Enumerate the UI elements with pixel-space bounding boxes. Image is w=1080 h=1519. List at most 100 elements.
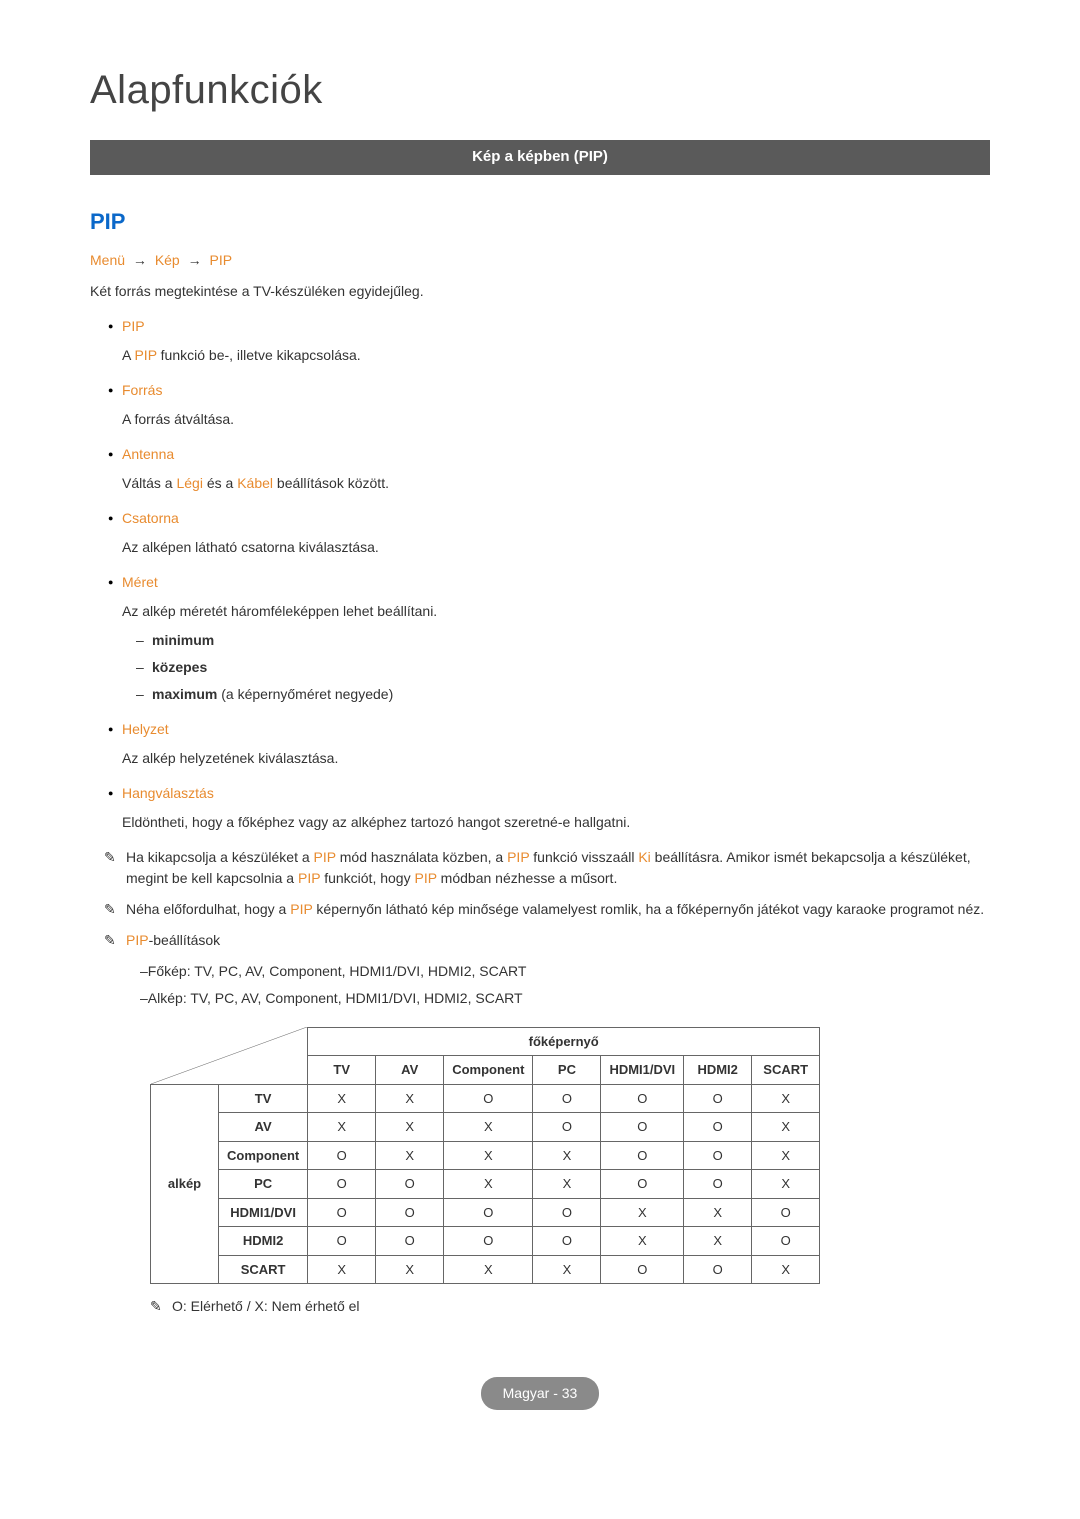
sublist-item: –közepes <box>136 657 990 678</box>
table-cell: X <box>601 1198 684 1227</box>
table-cell: O <box>308 1170 376 1199</box>
note-1: ✎ Ha kikapcsolja a készüléket a PIP mód … <box>104 847 990 889</box>
table-cell: O <box>601 1141 684 1170</box>
note-1-text: Ha kikapcsolja a készüléket a PIP mód ha… <box>126 847 990 889</box>
table-cell: X <box>752 1084 820 1113</box>
table-row-header: Component <box>219 1141 308 1170</box>
table-row: ComponentOXXXOOX <box>151 1141 820 1170</box>
feature-item: Helyzet Az alkép helyzetének kiválasztása… <box>108 719 990 769</box>
table-cell: X <box>308 1084 376 1113</box>
breadcrumb-sep: → <box>133 252 147 268</box>
table-cell: O <box>376 1198 444 1227</box>
table-col-header: PC <box>533 1056 601 1085</box>
feature-label: Csatorna <box>122 510 179 526</box>
section-bar: Kép a képben (PIP) <box>90 140 990 175</box>
table-cell: O <box>684 1141 752 1170</box>
feature-label: Antenna <box>122 446 174 462</box>
table-cell: X <box>752 1255 820 1284</box>
breadcrumb-menu: Menü <box>90 252 125 268</box>
table-col-header: HDMI2 <box>684 1056 752 1085</box>
legend-text: O: Elérhető / X: Nem érhető el <box>172 1296 360 1317</box>
table-cell: O <box>533 1227 601 1256</box>
table-cell: O <box>376 1227 444 1256</box>
table-cell: X <box>601 1227 684 1256</box>
table-cell: X <box>376 1255 444 1284</box>
feature-desc: Az alkép helyzetének kiválasztása. <box>122 748 990 769</box>
table-row: HDMI2OOOOXXO <box>151 1227 820 1256</box>
table-row: SCARTXXXXOOX <box>151 1255 820 1284</box>
table-cell: X <box>752 1141 820 1170</box>
table-cell: O <box>444 1227 533 1256</box>
table-col-header: TV <box>308 1056 376 1085</box>
pip-heading: PIP <box>90 205 990 238</box>
table-cell: O <box>752 1198 820 1227</box>
feature-label: Hangválasztás <box>122 785 214 801</box>
notes-block: ✎ Ha kikapcsolja a készüléket a PIP mód … <box>104 847 990 1009</box>
table-cell: X <box>533 1141 601 1170</box>
table-cell: X <box>444 1113 533 1142</box>
feature-desc: Váltás a Légi és a Kábel beállítások köz… <box>122 473 990 494</box>
compatibility-table: főképernyőTVAVComponentPCHDMI1/DVIHDMI2S… <box>150 1027 820 1285</box>
table-cell: X <box>376 1141 444 1170</box>
table-cell: O <box>601 1113 684 1142</box>
feature-desc: A PIP funkció be-, illetve kikapcsolása. <box>122 345 990 366</box>
table-row-header: HDMI2 <box>219 1227 308 1256</box>
table-cell: X <box>376 1084 444 1113</box>
table-cell: O <box>684 1113 752 1142</box>
sublist-item: –maximum (a képernyőméret negyede) <box>136 684 990 705</box>
footer-pill: Magyar - 33 <box>481 1377 600 1410</box>
table-cell: X <box>684 1227 752 1256</box>
table-cell: X <box>752 1113 820 1142</box>
feature-desc: Eldöntheti, hogy a főképhez vagy az alké… <box>122 812 990 833</box>
feature-desc: A forrás átváltása. <box>122 409 990 430</box>
table-row-header: HDMI1/DVI <box>219 1198 308 1227</box>
feature-item: Hangválasztás Eldöntheti, hogy a főképhez… <box>108 783 990 833</box>
page-title: Alapfunkciók <box>90 60 990 120</box>
table-cell: O <box>533 1198 601 1227</box>
table-cell: O <box>308 1141 376 1170</box>
table-cell: O <box>601 1170 684 1199</box>
table-cell: O <box>533 1084 601 1113</box>
table-col-header: SCART <box>752 1056 820 1085</box>
feature-label: Méret <box>122 574 158 590</box>
table-cell: X <box>444 1255 533 1284</box>
table-corner <box>151 1027 308 1084</box>
page-footer: Magyar - 33 <box>90 1377 990 1410</box>
table-cell: X <box>444 1141 533 1170</box>
table-row: HDMI1/DVIOOOOXXO <box>151 1198 820 1227</box>
feature-list: PIP A PIP funkció be-, illetve kikapcsolá… <box>108 316 990 833</box>
feature-label: Forrás <box>122 382 162 398</box>
note-icon: ✎ <box>150 1296 172 1317</box>
note-3: ✎ PIP-beállítások <box>104 930 990 951</box>
note-icon: ✎ <box>104 899 126 920</box>
table-col-header: AV <box>376 1056 444 1085</box>
feature-label: PIP <box>122 318 145 334</box>
table-row-header: PC <box>219 1170 308 1199</box>
table-cell: X <box>308 1255 376 1284</box>
note-3-label: PIP <box>126 932 149 948</box>
feature-item: Forrás A forrás átváltása. <box>108 380 990 430</box>
table-cell: O <box>533 1113 601 1142</box>
feature-item: Méret Az alkép méretét háromféleképpen le… <box>108 572 990 705</box>
settings-row: –Alkép: TV, PC, AV, Component, HDMI1/DVI… <box>140 988 990 1009</box>
table-cell: X <box>533 1170 601 1199</box>
table-cell: O <box>444 1084 533 1113</box>
table-row: PCOOXXOOX <box>151 1170 820 1199</box>
feature-item: Csatorna Az alképen látható csatorna kivá… <box>108 508 990 558</box>
feature-label: Helyzet <box>122 721 169 737</box>
table-cell: O <box>376 1170 444 1199</box>
table-cell: O <box>752 1227 820 1256</box>
note-3-text: PIP-beállítások <box>126 930 990 951</box>
feature-desc: Az alkép méretét háromféleképpen lehet b… <box>122 601 990 622</box>
feature-desc: Az alképen látható csatorna kiválasztása… <box>122 537 990 558</box>
table-cell: O <box>684 1255 752 1284</box>
table-row-header: AV <box>219 1113 308 1142</box>
breadcrumb: Menü → Kép → PIP <box>90 250 990 271</box>
note-2: ✎ Néha előfordulhat, hogy a PIP képernyő… <box>104 899 990 920</box>
table-col-header: HDMI1/DVI <box>601 1056 684 1085</box>
table-cell: X <box>376 1113 444 1142</box>
table-top-header: főképernyő <box>308 1027 820 1056</box>
table-cell: O <box>684 1084 752 1113</box>
table-cell: O <box>308 1198 376 1227</box>
legend-note: ✎ O: Elérhető / X: Nem érhető el <box>150 1296 990 1317</box>
